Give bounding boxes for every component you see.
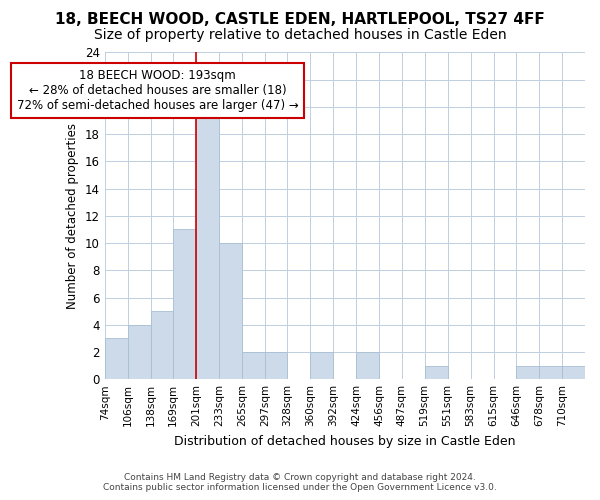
Bar [128, 324, 151, 379]
Y-axis label: Number of detached properties: Number of detached properties [66, 123, 79, 309]
Bar [105, 338, 128, 379]
Bar [242, 352, 265, 379]
Text: Contains HM Land Registry data © Crown copyright and database right 2024.
Contai: Contains HM Land Registry data © Crown c… [103, 473, 497, 492]
Bar [151, 311, 173, 379]
Bar [265, 352, 287, 379]
Bar [356, 352, 379, 379]
X-axis label: Distribution of detached houses by size in Castle Eden: Distribution of detached houses by size … [174, 434, 515, 448]
Bar [219, 243, 242, 379]
Text: 18 BEECH WOOD: 193sqm
← 28% of detached houses are smaller (18)
72% of semi-deta: 18 BEECH WOOD: 193sqm ← 28% of detached … [17, 69, 298, 112]
Bar [173, 230, 196, 379]
Bar [425, 366, 448, 379]
Text: Size of property relative to detached houses in Castle Eden: Size of property relative to detached ho… [94, 28, 506, 42]
Text: 18, BEECH WOOD, CASTLE EDEN, HARTLEPOOL, TS27 4FF: 18, BEECH WOOD, CASTLE EDEN, HARTLEPOOL,… [55, 12, 545, 28]
Bar [562, 366, 585, 379]
Bar [310, 352, 334, 379]
Bar [516, 366, 539, 379]
Bar [196, 107, 219, 379]
Bar [539, 366, 562, 379]
